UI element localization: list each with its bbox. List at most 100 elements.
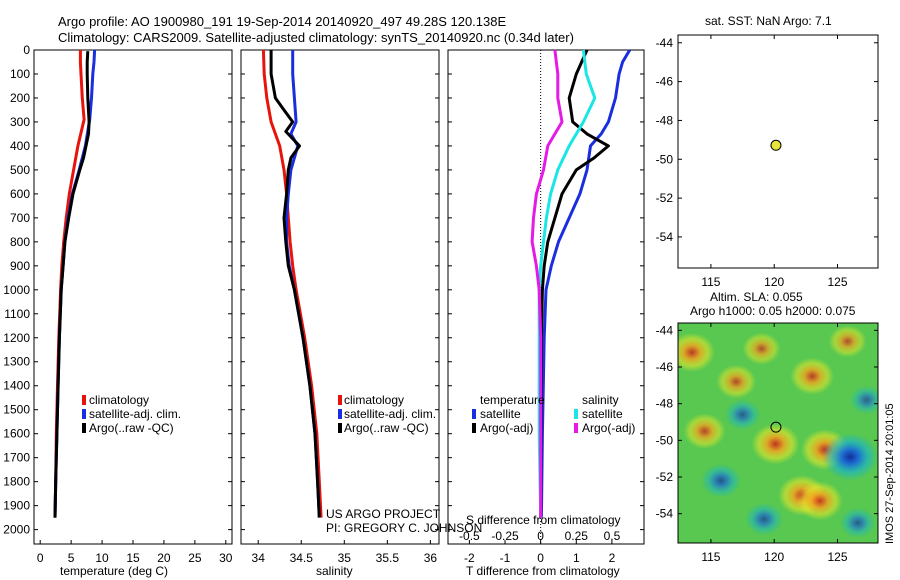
x-tick-label: 30 [219,551,233,565]
y-tick-label: 400 [10,139,30,153]
salinity-panel: 34 34.5 35 35.5 36 salinity climatology sate… [240,49,482,578]
y-tick-label: 900 [10,259,30,273]
map-y-tick-label: -54 [656,230,674,244]
legend-swatch-climatology [82,395,86,405]
credit-line1: US ARGO PROJECT [326,507,441,521]
y-tick-label: 1300 [3,355,30,369]
y-tick-label: 1000 [3,283,30,297]
x-tick-label-top: -0.25 [491,529,519,543]
legend-swatch-climatology [338,395,342,405]
y-tick-label: 1700 [3,451,30,465]
sla-anomaly-blob [751,423,800,465]
sst-map-frame [677,34,879,269]
x-tick-label: -2 [464,551,475,565]
x-tick-label: 20 [157,551,171,565]
legend-label-climatology: climatology [89,393,149,407]
map-y-tick-label: -44 [656,323,674,337]
legend-swatch-s-argo [574,423,578,433]
legend-label-satellite: satellite-adj. clim. [344,407,436,421]
legend-label-climatology: climatology [344,393,404,407]
y-tick-label: 200 [10,91,30,105]
x-tick-label: 10 [95,551,109,565]
sla-map-frame [677,322,879,544]
sst-map-panel: sat. SST: NaN Argo: 7.1 115 120 125 -44 -46 -… [656,14,879,289]
y-tick-label: 700 [10,211,30,225]
sla-map-subtitle: Argo h1000: 0.05 h2000: 0.075 [690,304,856,318]
sla-anomaly-blob [716,364,757,399]
y-tick-label: 1100 [4,307,30,321]
x-tick-label: 1 [573,551,580,565]
x-tick-label: 0 [37,551,44,565]
y-tick-label: 1800 [3,475,30,489]
x-tick-label-top: 0.25 [565,529,589,543]
t-difference-xlabel: T difference from climatology [466,564,620,578]
x-tick-label: -1 [500,551,511,565]
x-tick-label: 34 [252,551,266,565]
difference-panel: -2 -1 0 1 2 -0.5 -0.25 0 0.25 0.5 T difference fr… [447,49,645,578]
y-tick-label: 800 [10,235,30,249]
legend-swatch-satellite [82,409,86,419]
figure-title-line2: Climatology: CARS2009. Satellite-adjuste… [58,30,574,45]
sla-anomaly-blob [839,507,876,539]
legend-header-temperature: temperature [480,393,545,407]
y-tick-label: 0 [23,43,30,57]
y-tick-label: 1400 [3,379,30,393]
x-tick-label: 0 [537,551,544,565]
legend-header-salinity: salinity [582,393,619,407]
sst-map-title: sat. SST: NaN Argo: 7.1 [705,14,832,28]
y-tick-label: 300 [10,115,30,129]
y-tick-label: 1500 [3,403,30,417]
x-tick-label-top: 0 [537,529,544,543]
sla-map-title: Altim. SLA: 0.055 [710,290,803,304]
sla-anomaly-blob [849,385,878,415]
legend-swatch-argo [82,423,86,433]
x-tick-label: 2 [609,551,616,565]
sla-anomaly-blob [790,357,835,395]
legend-swatch-argo [338,423,342,433]
y-tick-label: 1600 [3,427,30,441]
x-tick-label: 35 [338,551,352,565]
sla-anomaly-blob [828,325,867,358]
argo-float-location-marker [770,139,782,151]
legend-label-argo: Argo(..raw -QC) [89,421,174,435]
x-tick-label: 25 [188,551,202,565]
map-y-tick-label: -46 [656,75,674,89]
sla-anomaly-blob [742,332,781,365]
difference-legend: temperature salinity satellite Argo(-adj… [472,393,635,435]
x-tick-label-top: -0.5 [459,529,480,543]
s-difference-xlabel: S difference from climatology [466,513,621,527]
map-y-tick-label: -50 [656,152,674,166]
argo-float-location-marker [770,421,782,433]
x-tick-label: 36 [424,551,438,565]
series-line-2 [269,50,321,518]
sla-anomaly-blob [678,332,715,372]
y-tick-label: 500 [10,163,30,177]
y-tick-label: 2000 [3,523,30,537]
legend-swatch-satellite [338,409,342,419]
x-tick-label: 34.5 [290,551,314,565]
legend-label-s-satellite: satellite [582,407,623,421]
salinity-plot-frame [240,49,440,545]
sla-anomaly-blob [796,481,843,521]
sla-anomaly-blob [701,463,742,498]
legend-label-s-argo: Argo(-adj) [582,421,635,435]
temperature-xlabel: temperature (deg C) [60,564,168,578]
series-line-3 [530,49,564,518]
map-x-tick-label: 120 [764,550,784,564]
salinity-xlabel: salinity [316,564,353,578]
sla-anomaly-blob [683,413,726,450]
series-line-0 [53,50,86,518]
y-tick-label: 100 [10,67,30,81]
salinity-legend: climatology satellite-adj. clim. Argo(..… [338,393,436,435]
map-y-tick-label: -52 [656,191,674,205]
map-y-tick-label: -48 [656,113,674,127]
side-timestamp: IMOS 27-Sep-2014 20:01:05 [880,378,900,558]
sla-anomaly-blob [724,399,761,430]
figure-title-line1: Argo profile: AO 1900980_191 19-Sep-2014… [58,14,507,29]
map-y-tick-label: -46 [656,360,674,374]
legend-swatch-t-argo [472,423,476,433]
series-line-2 [53,51,91,518]
sla-anomaly-blob [745,503,784,536]
temperature-legend: climatology satellite-adj. clim. Argo(..… [82,393,181,435]
